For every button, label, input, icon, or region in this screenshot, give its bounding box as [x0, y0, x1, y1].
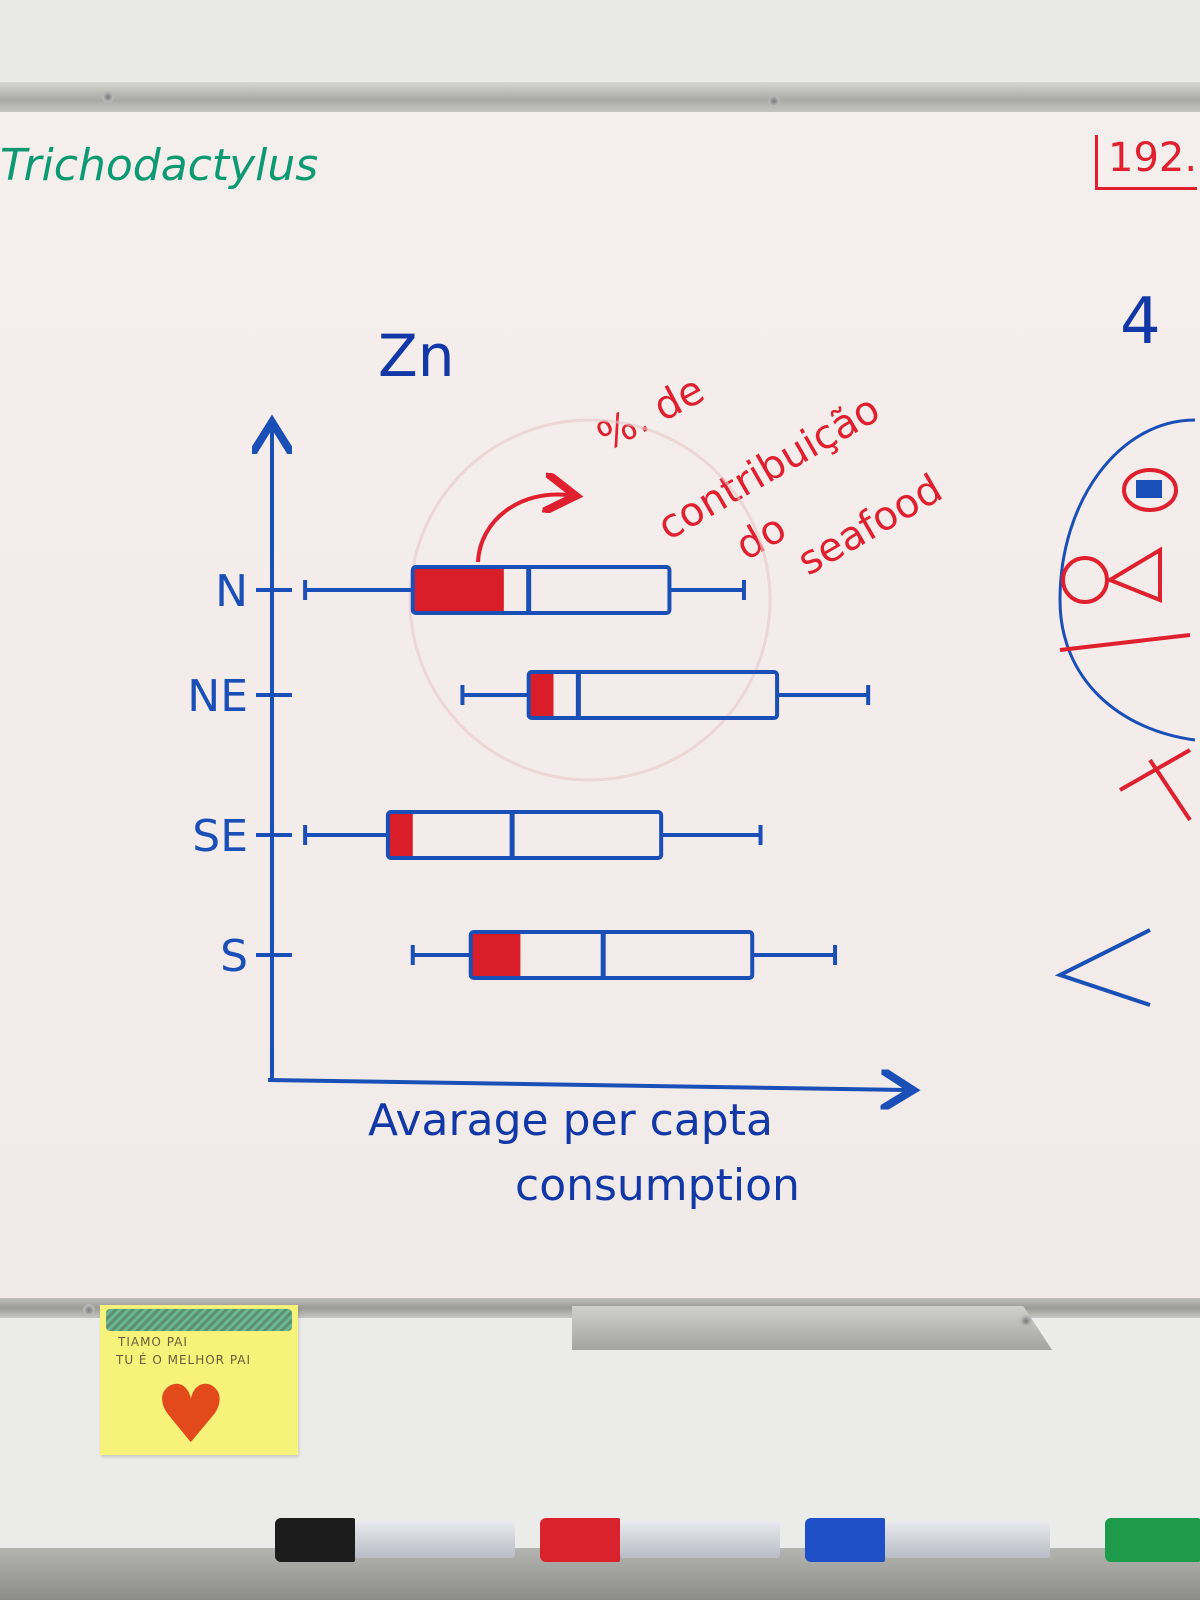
less-than-mark	[1054, 928, 1151, 1007]
marker-cap	[805, 1518, 885, 1562]
seafood-share-fill	[528, 674, 554, 716]
seafood-share-fill	[387, 814, 413, 856]
x-axis-line	[267, 1080, 905, 1090]
boxplot-se	[303, 810, 763, 860]
smiling-heart-icon: ♥	[155, 1368, 227, 1461]
corner-right-text: 192.	[1095, 135, 1198, 190]
marker-cap	[540, 1518, 620, 1562]
chart-title: Zn	[378, 322, 455, 390]
x-axis-label-line-1: Avarage per capta	[368, 1095, 773, 1146]
marker-body	[620, 1522, 780, 1558]
boxplot-chart: N NE SE S	[187, 0, 1200, 1300]
marker-body	[885, 1522, 1050, 1558]
right-side-blue-mark: 4	[1120, 285, 1161, 359]
note-line-2: TU É O MELHOR PAI	[116, 1353, 252, 1367]
corner-left-text: Trichodactylus	[0, 140, 319, 191]
sticky-note: TIAMO PAI TU É O MELHOR PAI ♥	[100, 1305, 298, 1455]
black-marker[interactable]	[275, 1518, 515, 1562]
y-tick-label-se: SE	[192, 811, 248, 862]
marker-cap	[1105, 1518, 1200, 1562]
y-tick-labels: N NE SE S	[187, 566, 292, 982]
whiteboard	[0, 112, 1200, 1300]
boxplot-ne	[460, 670, 871, 720]
blue-marker[interactable]	[805, 1518, 1050, 1562]
seafood-share-fill	[412, 569, 504, 611]
y-tick-label-ne: NE	[187, 671, 248, 722]
partial-drawing-right	[1058, 418, 1196, 822]
annotation-arrow	[476, 494, 568, 563]
note-scribble	[106, 1309, 292, 1331]
boxplot-s	[410, 930, 838, 980]
y-tick-label-n: N	[215, 566, 248, 617]
interquartile-box	[526, 670, 780, 720]
screw-icon	[768, 95, 780, 107]
seafood-share-fill	[470, 934, 521, 976]
screw-icon	[83, 1304, 95, 1316]
screw-icon	[102, 91, 114, 103]
marker-cap	[275, 1518, 355, 1562]
marker-body	[355, 1522, 515, 1558]
marker-clip-rail	[572, 1306, 1052, 1350]
green-marker[interactable]	[1105, 1518, 1200, 1562]
x-axis-label-line-2: consumption	[515, 1160, 800, 1211]
wall	[0, 0, 1200, 85]
whiteboard-frame-top	[0, 82, 1200, 112]
y-tick-label-s: S	[220, 931, 248, 982]
screw-icon	[1020, 1315, 1032, 1327]
boxplot-n	[303, 565, 746, 615]
red-marker[interactable]	[540, 1518, 780, 1562]
note-line-1: TIAMO PAI	[118, 1335, 188, 1349]
ghost-circle	[408, 418, 772, 782]
boxes-group	[303, 565, 871, 980]
interquartile-box	[385, 810, 664, 860]
